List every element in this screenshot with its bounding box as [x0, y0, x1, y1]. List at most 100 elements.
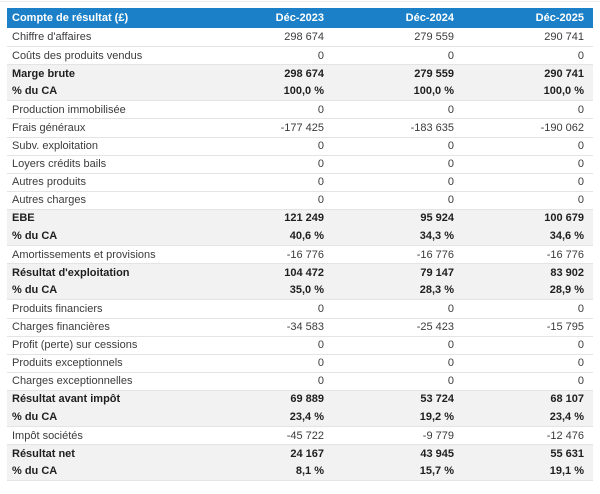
table-row: Produits exceptionnels 0 0 0 [7, 353, 593, 372]
cell-value: 0 [447, 357, 454, 370]
row-label: Charges financières [12, 321, 110, 334]
cell-value: -183 635 [410, 122, 454, 135]
section-row: % du CA 100,0 % 100,0 % 100,0 % [7, 82, 593, 101]
cell-value: 28,9 % [549, 284, 584, 297]
cell-value: -25 423 [416, 321, 454, 334]
table-row: Impôt sociétés -45 722 -9 779 -12 476 [7, 426, 593, 445]
cell-value: 35,0 % [289, 284, 324, 297]
row-label: Loyers crédits bails [12, 158, 107, 171]
cell-value: 0 [317, 375, 324, 388]
row-label: Charges exceptionnelles [12, 375, 133, 388]
cell-value: -15 795 [546, 321, 584, 334]
table-row: Profit (perte) sur cessions 0 0 0 [7, 335, 593, 354]
cell-value: 83 902 [550, 266, 584, 279]
row-label: Autres charges [12, 194, 86, 207]
cell-value: 0 [447, 140, 454, 153]
row-label: % du CA [12, 230, 58, 243]
section-row: Résultat net 24 167 43 945 55 631 [7, 444, 593, 463]
header-period-cell-2024: Déc-2024 [405, 12, 454, 24]
row-label: Amortissements et provisions [12, 248, 156, 261]
cell-value: 24 167 [290, 447, 324, 460]
cell-value: 28,3 % [419, 284, 454, 297]
cell-value: 0 [447, 158, 454, 171]
cell-value: -177 425 [280, 122, 324, 135]
cell-value: -12 476 [546, 429, 584, 442]
cell-value: 290 741 [544, 31, 584, 44]
section-row: % du CA 35,0 % 28,3 % 28,9 % [7, 281, 593, 300]
table-row: Charges financières -34 583 -25 423 -15 … [7, 317, 593, 336]
cell-value: 0 [447, 339, 454, 352]
cell-value: 68 107 [550, 393, 584, 406]
cell-value: 0 [317, 140, 324, 153]
cell-value: 0 [577, 103, 584, 116]
cell-value: 0 [317, 194, 324, 207]
cell-value: -34 583 [286, 321, 324, 334]
cell-value: 290 741 [544, 67, 584, 80]
cell-value: -9 779 [422, 429, 454, 442]
cell-value: 100,0 % [413, 85, 454, 98]
row-label: Profit (perte) sur cessions [12, 339, 138, 352]
cell-value: 279 559 [414, 31, 454, 44]
cell-value: 19,1 % [549, 465, 584, 478]
section-row: % du CA 23,4 % 19,2 % 23,4 % [7, 407, 593, 427]
cell-value: 95 924 [420, 212, 454, 225]
table-row: Subv. exploitation 0 0 0 [7, 136, 593, 155]
row-label: Production immobilisée [12, 103, 126, 116]
cell-value: 0 [317, 103, 324, 116]
cell-value: 100,0 % [543, 85, 584, 98]
cell-value: 79 147 [420, 266, 454, 279]
section-row: % du CA 40,6 % 34,3 % 34,6 % [7, 227, 593, 246]
cell-value: 298 674 [284, 67, 324, 80]
table-row: Charges exceptionnelles 0 0 0 [7, 371, 593, 390]
cell-value: 0 [577, 49, 584, 62]
cell-value: -16 776 [546, 248, 584, 261]
cell-value: 0 [577, 140, 584, 153]
row-label: Produits exceptionnels [12, 357, 123, 370]
section-row: % du CA 8,1 % 15,7 % 19,1 % [7, 462, 593, 481]
table-row: Frais généraux -177 425 -183 635 -190 06… [7, 118, 593, 137]
row-label: % du CA [12, 465, 58, 478]
cell-value: -16 776 [286, 248, 324, 261]
cell-value: 0 [447, 49, 454, 62]
row-label: Coûts des produits vendus [12, 49, 143, 62]
cell-value: -190 062 [540, 122, 584, 135]
table-row: Coûts des produits vendus 0 0 0 [7, 46, 593, 65]
row-label: Résultat d'exploitation [12, 266, 130, 279]
cell-value: 0 [317, 357, 324, 370]
table-row: Amortissements et provisions -16 776 -16… [7, 245, 593, 264]
cell-value: 34,3 % [419, 230, 454, 243]
cell-value: 69 889 [290, 393, 324, 406]
header-period-cell-2023: Déc-2023 [275, 12, 324, 24]
row-label: % du CA [12, 85, 58, 98]
header-title-cell: Compte de résultat (£) [12, 12, 129, 24]
cell-value: 279 559 [414, 67, 454, 80]
income-statement-table: Compte de résultat (£) Déc-2023 Déc-2024… [7, 8, 593, 482]
cell-value: 53 724 [420, 393, 454, 406]
cell-value: 0 [317, 339, 324, 352]
section-row: Marge brute 298 674 279 559 290 741 [7, 64, 593, 83]
cell-value: 0 [317, 176, 324, 189]
row-label: Subv. exploitation [12, 140, 99, 153]
cell-value: 0 [317, 158, 324, 171]
table-row: Produits financiers 0 0 0 [7, 299, 593, 318]
table-row: Chiffre d'affaires 298 674 279 559 290 7… [7, 28, 593, 47]
cell-value: 55 631 [550, 447, 584, 460]
cell-value: 40,6 % [289, 230, 324, 243]
cell-value: 34,6 % [549, 230, 584, 243]
cell-value: 104 472 [284, 266, 324, 279]
top-divider [0, 1, 600, 2]
row-label: Produits financiers [12, 302, 103, 315]
row-label: % du CA [12, 411, 58, 424]
header-period-cell-2025: Déc-2025 [535, 12, 584, 24]
row-label: Autres produits [12, 176, 86, 189]
row-label: Impôt sociétés [12, 429, 83, 442]
section-row: Résultat avant impôt 69 889 53 724 68 10… [7, 389, 593, 408]
cell-value: 15,7 % [419, 465, 454, 478]
row-label: Chiffre d'affaires [12, 31, 92, 44]
row-label: Résultat net [12, 447, 75, 460]
row-label: Résultat avant impôt [12, 393, 121, 406]
cell-value: 19,2 % [419, 411, 454, 424]
cell-value: -16 776 [416, 248, 454, 261]
section-row: EBE 121 249 95 924 100 679 [7, 208, 593, 228]
cell-value: 100 679 [544, 212, 584, 225]
